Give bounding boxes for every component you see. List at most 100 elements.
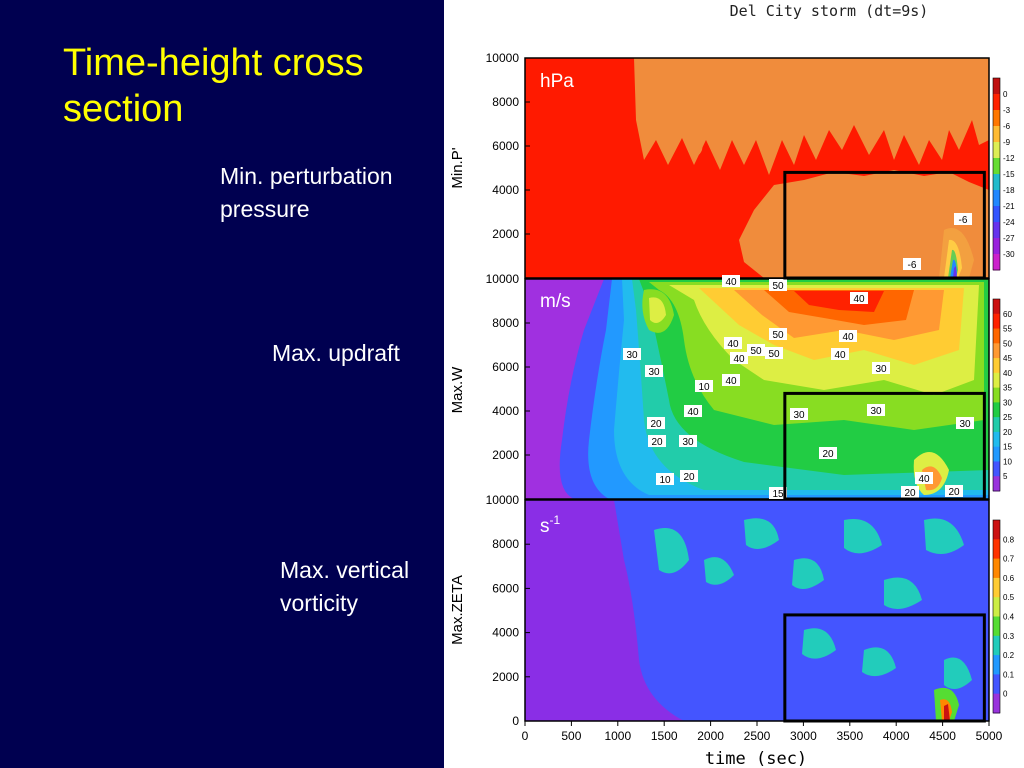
colorbar-swatch <box>993 328 1000 344</box>
contour-label: 30 <box>682 437 694 448</box>
colorbar-label: 35 <box>1003 384 1012 393</box>
panel-min-pressure: hPa Min.P' 2000 4000 6000 8000 10000 0 -3 -6 -9… <box>449 51 1015 279</box>
y-tick-label: 6000 <box>492 581 519 595</box>
contour-label: 20 <box>651 437 663 448</box>
colorbar-label: -21 <box>1003 202 1015 211</box>
highlight-box <box>783 613 986 723</box>
colorbar-label: 0.7 <box>1003 555 1015 564</box>
contour-label-bg <box>839 330 857 342</box>
y-tick-label: 4000 <box>492 183 519 197</box>
x-tick-label: 2500 <box>744 729 771 743</box>
colorbar-swatch <box>993 110 1000 127</box>
panel-unit-base: s <box>540 516 550 537</box>
x-tick-label: 0 <box>522 729 529 743</box>
contour-label-bg <box>623 348 641 360</box>
colorbar-swatch <box>993 206 1000 223</box>
contour-label-bg <box>724 337 742 349</box>
colorbar-label: -12 <box>1003 154 1015 163</box>
highlight-box <box>783 170 986 280</box>
contour-labels: -6 -6 <box>903 213 972 271</box>
colorbar-label: 0.1 <box>1003 670 1015 679</box>
y-tick-label: 0 <box>512 714 519 728</box>
x-ticks: 0 500 1000 1500 2000 2500 3000 3500 4000 4500 5000 <box>522 721 1003 743</box>
colorbar-swatch <box>993 174 1000 191</box>
colorbar-label: 30 <box>1003 398 1012 407</box>
colorbar-swatch <box>993 387 1000 403</box>
colorbar-swatch <box>993 238 1000 255</box>
colorbar-swatch <box>993 539 1000 560</box>
contour-label-bg <box>648 435 666 447</box>
colorbar-label: 0.4 <box>1003 613 1015 622</box>
colorbar-swatch <box>993 417 1000 433</box>
colorbar: 60 55 50 45 40 35 30 25 20 15 10 5 <box>992 298 1012 492</box>
y-tick-label: 4000 <box>492 626 519 640</box>
panel-frame <box>524 57 990 279</box>
y-tick-label: 4000 <box>492 404 519 418</box>
contour-label-bg <box>647 417 665 429</box>
contour-label: 40 <box>727 339 739 350</box>
colorbar-swatch <box>993 78 1000 95</box>
colorbar-label: -9 <box>1003 138 1011 147</box>
y-tick-label: 2000 <box>492 448 519 462</box>
y-ticks: 2000 4000 6000 8000 10000 <box>486 51 530 241</box>
colorbar-label: 60 <box>1003 310 1012 319</box>
contour-label-bg <box>656 473 674 485</box>
panel-unit-superscript: -1 <box>550 513 561 527</box>
colorbar-swatch <box>993 674 1000 695</box>
contour-label: 20 <box>683 472 695 483</box>
contour-label: 30 <box>793 410 805 421</box>
colorbar-label: 10 <box>1003 457 1012 466</box>
contour-label: 40 <box>725 277 737 288</box>
colorbar-label: 45 <box>1003 354 1012 363</box>
colorbar-label: 15 <box>1003 443 1012 452</box>
y-axis-label: Min.P' <box>449 147 466 188</box>
y-ticks: 0 2000 4000 6000 8000 10000 <box>486 493 530 728</box>
contour-label: 40 <box>842 332 854 343</box>
contour-label: 40 <box>733 354 745 365</box>
colorbar-swatch <box>993 431 1000 448</box>
contour-label: 20 <box>822 449 834 460</box>
contour-label-bg <box>765 347 783 359</box>
colorbar-frame <box>992 519 1001 714</box>
panel-unit: s-1 <box>540 513 560 537</box>
colorbar-swatch <box>993 520 1000 540</box>
x-tick-label: 4000 <box>883 729 910 743</box>
contour-label: 40 <box>834 350 846 361</box>
contour-label-bg <box>954 213 972 225</box>
x-tick-label: 1000 <box>604 729 631 743</box>
contour-label-bg <box>901 486 919 498</box>
contour-label: 10 <box>659 475 671 486</box>
contour-label: 50 <box>772 281 784 292</box>
colorbar-label: 25 <box>1003 413 1012 422</box>
highlight-boxes <box>783 170 986 723</box>
chart-title: Del City storm (dt=9s) <box>730 2 929 20</box>
contour-label-bg <box>819 447 837 459</box>
colorbar-label: 0.3 <box>1003 632 1015 641</box>
colorbar-swatch <box>993 142 1000 159</box>
contour-label-bg <box>680 470 698 482</box>
x-tick-label: 4500 <box>929 729 956 743</box>
colorbar-label: 0.8 <box>1003 535 1015 544</box>
x-tick-label: 3000 <box>790 729 817 743</box>
x-axis-label: time (sec) <box>705 749 807 768</box>
label-line2: pressure <box>220 196 310 222</box>
contour-label: 50 <box>768 349 780 360</box>
figure-panel: Del City storm (dt=9s) hPa Min.P' 2000 40… <box>444 0 1024 768</box>
contour-label: 50 <box>772 330 784 341</box>
contour-label-bg <box>645 365 663 377</box>
colorbar-swatch <box>993 461 1000 477</box>
contour-label-bg <box>684 405 702 417</box>
contour-label-bg <box>903 258 921 270</box>
contour-label: 30 <box>870 406 882 417</box>
colorbar-label: 0.5 <box>1003 593 1015 602</box>
x-tick-label: 500 <box>561 729 581 743</box>
colorbar-label: 5 <box>1003 472 1008 481</box>
colorbar-label: -18 <box>1003 186 1015 195</box>
label-max-vertical-vorticity: Max. vertical vorticity <box>280 554 409 620</box>
colorbar-label: -24 <box>1003 218 1015 227</box>
y-axis-label: Max.ZETA <box>449 575 466 645</box>
slide-title: Time-height cross section <box>63 40 423 132</box>
colorbar-swatch <box>993 190 1000 207</box>
y-tick-label: 8000 <box>492 95 519 109</box>
